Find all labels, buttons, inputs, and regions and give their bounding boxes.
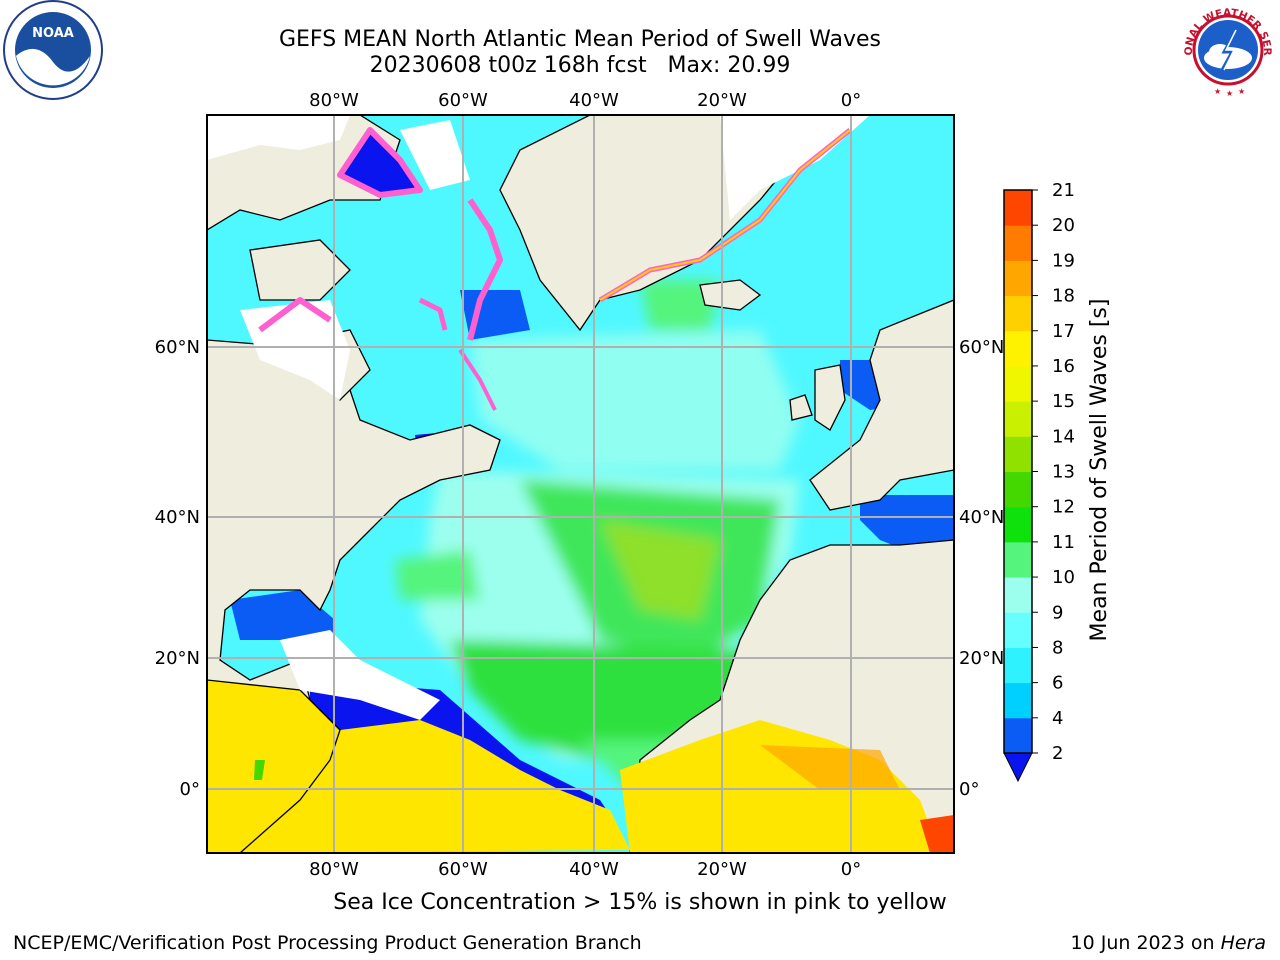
- colorbar-tick-label: 8: [1052, 637, 1063, 658]
- colorbar-tick-label: 12: [1052, 497, 1075, 518]
- colorbar: 2 4 6 8 9 10 11 12 13 14 15 16 17 18 19 20 21: [1003, 180, 1075, 783]
- colorbar-tick-label: 6: [1052, 673, 1063, 694]
- lat-label: 20°N: [155, 648, 200, 669]
- colorbar-segment: [1004, 365, 1032, 402]
- sea-ice-note: Sea Ice Concentration > 15% is shown in …: [333, 890, 947, 915]
- colorbar-tick-label: 20: [1052, 215, 1075, 236]
- colorbar-tick-label: 10: [1052, 567, 1075, 588]
- lat-label: 40°N: [155, 507, 200, 528]
- footer-host: Hera: [1220, 932, 1266, 954]
- colorbar-tick-label: 14: [1052, 426, 1075, 447]
- colorbar-segment: [1004, 682, 1032, 719]
- noaa-logo: NOAA: [3, 0, 103, 100]
- nws-logo: NATIONAL WEATHER SERVICE ★★★: [1176, 0, 1276, 98]
- lon-labels-bottom: 80°W 60°W 40°W 20°W 0°: [309, 859, 861, 880]
- lon-labels-top: 80°W 60°W 40°W 20°W 0°: [309, 90, 861, 111]
- colorbar-tick-label: 4: [1052, 708, 1063, 729]
- footer-date-text: 10 Jun 2023 on: [1070, 932, 1221, 954]
- colorbar-segment: [1004, 612, 1032, 648]
- colorbar-tick-label: 17: [1052, 321, 1075, 342]
- colorbar-segment: [1004, 436, 1032, 472]
- map-frame: [206, 114, 955, 854]
- graticule: [207, 115, 954, 853]
- lon-label: 80°W: [309, 90, 359, 111]
- colorbar-segment: [1004, 647, 1032, 684]
- lat-labels-right: 60°N 40°N 20°N 0°: [959, 337, 1004, 800]
- colorbar-segment: [1004, 541, 1032, 578]
- svg-text:★: ★: [1214, 87, 1221, 96]
- colorbar-segment: [1004, 260, 1032, 297]
- swell-period-shading: [395, 280, 800, 800]
- colorbar-segment: [1004, 401, 1032, 437]
- colorbar-tick-label: 19: [1052, 250, 1075, 271]
- lat-label: 60°N: [155, 337, 200, 358]
- colorbar-segment: [1004, 295, 1032, 332]
- colorbar-segment: [1004, 717, 1032, 754]
- colorbar-segment: [1004, 577, 1032, 613]
- colorbar-segment: [1004, 506, 1032, 543]
- lon-label: 40°W: [569, 90, 619, 111]
- svg-text:★: ★: [1238, 87, 1245, 96]
- colorbar-segment: [1004, 225, 1032, 261]
- lon-label: 80°W: [309, 859, 359, 880]
- svg-text:★: ★: [1226, 89, 1233, 98]
- lon-label: 0°: [841, 90, 861, 111]
- colorbar-tick-label: 16: [1052, 356, 1075, 377]
- map-area: [207, 115, 954, 853]
- colorbar-tick-label: 2: [1052, 743, 1063, 764]
- footer-date: 10 Jun 2023 on Hera: [1071, 932, 1266, 954]
- lon-label: 60°W: [438, 859, 488, 880]
- lat-label: 20°N: [959, 648, 1004, 669]
- colorbar-tick-label: 18: [1052, 286, 1075, 307]
- lat-label: 0°: [180, 779, 200, 800]
- lon-label: 60°W: [438, 90, 488, 111]
- lon-label: 20°W: [697, 90, 747, 111]
- lat-label: 60°N: [959, 337, 1004, 358]
- lat-label: 40°N: [959, 507, 1004, 528]
- colorbar-tick-label: 21: [1052, 180, 1075, 201]
- sea-ice-edge: [258, 127, 852, 411]
- lon-label: 20°W: [697, 859, 747, 880]
- colorbar-label: Mean Period of Swell Waves [s]: [1087, 299, 1112, 642]
- lat-labels-left: 60°N 40°N 20°N 0°: [155, 337, 200, 800]
- colorbar-tick-label: 13: [1052, 462, 1075, 483]
- colorbar-tick-label: 11: [1052, 532, 1075, 553]
- colorbar-segment: [1004, 330, 1032, 367]
- footer-credit: NCEP/EMC/Verification Post Processing Pr…: [13, 932, 642, 954]
- lat-label: 0°: [959, 779, 979, 800]
- chart-title: GEFS MEAN North Atlantic Mean Period of …: [278, 27, 881, 52]
- lon-label: 0°: [841, 859, 861, 880]
- colorbar-tick-label: 15: [1052, 391, 1075, 412]
- noaa-logo-text: NOAA: [32, 26, 74, 41]
- colorbar-segment: [1004, 190, 1032, 226]
- chart-subtitle: 20230608 t00z 168h fcst Max: 20.99: [369, 53, 791, 78]
- colorbar-tick-label: 9: [1052, 602, 1063, 623]
- colorbar-segment: [1004, 471, 1032, 508]
- colorbar-extend-arrow: [1003, 752, 1033, 783]
- lon-label: 40°W: [569, 859, 619, 880]
